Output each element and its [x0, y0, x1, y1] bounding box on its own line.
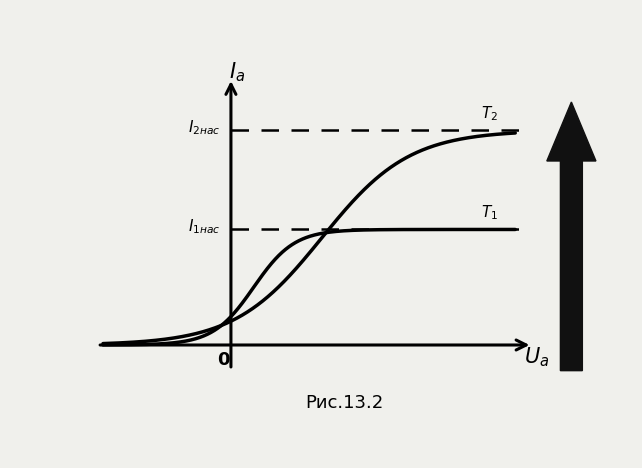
Text: $T_1$: $T_1$	[481, 204, 498, 222]
Text: $I_a$: $I_a$	[229, 61, 245, 84]
Text: 0: 0	[218, 351, 230, 369]
FancyArrow shape	[547, 102, 596, 371]
Text: $T_2$: $T_2$	[481, 104, 498, 123]
Text: $I_{2 нас}$: $I_{2 нас}$	[189, 118, 221, 137]
Text: $I_{1 нас}$: $I_{1 нас}$	[189, 217, 221, 236]
Text: Рис.13.2: Рис.13.2	[306, 394, 384, 412]
Text: $U_a$: $U_a$	[524, 345, 549, 369]
